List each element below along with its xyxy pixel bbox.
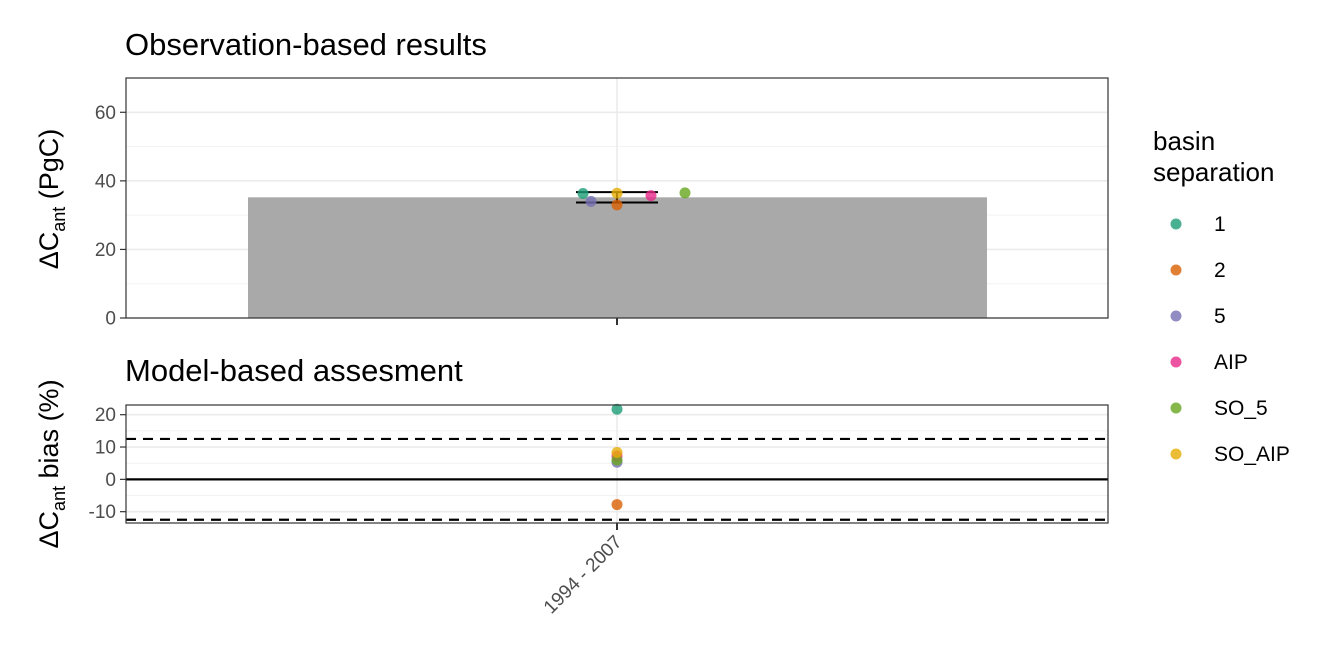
top-point-so-5 — [679, 187, 691, 199]
top-y-tick-label: 60 — [95, 103, 116, 124]
bottom-point-1 — [611, 403, 623, 415]
top-panel-title: Observation-based results — [125, 27, 487, 62]
bottom-y-tick-label: 20 — [95, 405, 116, 426]
top-y-tick-label: 40 — [95, 171, 116, 192]
legend-key-2 — [1170, 264, 1182, 276]
svg-text:ΔCant (PgC): ΔCant (PgC) — [34, 129, 69, 270]
model-panel: Model-based assesment -10 0 10 20 1994 - 20… — [34, 353, 1109, 618]
legend: basin separation 1 2 5 AIP SO_5 SO_AIP — [1153, 126, 1290, 466]
top-point-aip — [645, 190, 657, 202]
bottom-y-tick-label: -10 — [89, 502, 116, 523]
top-point-5 — [585, 195, 597, 207]
legend-key-so-5 — [1170, 402, 1182, 414]
bottom-ylabel-main: ΔC — [34, 511, 64, 549]
bottom-points — [611, 403, 623, 511]
top-bar — [248, 197, 987, 318]
bottom-x-axis: 1994 - 2007 — [540, 523, 627, 618]
top-point-1 — [577, 188, 589, 200]
x-tick-label: 1994 - 2007 — [540, 532, 627, 619]
observation-panel: Observation-based results 0 20 40 60 ΔCant … — [34, 27, 1109, 330]
top-y-tick-label: 20 — [95, 240, 116, 261]
bottom-ylabel-tail: bias (%) — [34, 379, 64, 486]
legend-label: 1 — [1214, 213, 1226, 236]
bottom-y-tick-label: 10 — [95, 438, 116, 459]
legend-title-line1: basin — [1153, 126, 1215, 156]
legend-label: SO_5 — [1214, 397, 1268, 420]
legend-items: 1 2 5 AIP SO_5 SO_AIP — [1170, 213, 1290, 466]
bottom-ylabel-sub: ant — [49, 486, 69, 511]
legend-key-1 — [1170, 218, 1182, 230]
bottom-y-tick-label: 0 — [105, 470, 116, 491]
top-y-axis: 0 20 40 60 — [95, 103, 618, 330]
top-ylabel-tail: (PgC) — [34, 129, 64, 207]
legend-label: 2 — [1214, 259, 1226, 282]
top-ylabel-main: ΔC — [34, 232, 64, 270]
top-y-label: ΔCant (PgC) — [34, 129, 69, 270]
top-points — [577, 187, 691, 211]
bottom-point-so-aip — [611, 447, 623, 459]
legend-label: SO_AIP — [1214, 443, 1290, 466]
top-point-2 — [611, 199, 623, 211]
bottom-y-label: ΔCant bias (%) — [34, 379, 69, 548]
bottom-panel-title: Model-based assesment — [125, 353, 463, 388]
bottom-reference-lines — [126, 437, 1108, 521]
legend-key-aip — [1170, 356, 1182, 368]
legend-label: 5 — [1214, 305, 1226, 328]
legend-key-so-aip — [1170, 448, 1182, 460]
bottom-y-axis: -10 0 10 20 — [89, 405, 126, 523]
bottom-point-2 — [611, 499, 623, 511]
legend-title-line2: separation — [1153, 157, 1274, 187]
legend-label: AIP — [1214, 351, 1248, 374]
top-ylabel-sub: ant — [49, 207, 69, 232]
legend-key-5 — [1170, 310, 1182, 322]
svg-text:ΔCant bias (%): ΔCant bias (%) — [34, 379, 69, 548]
top-point-so-aip — [611, 187, 623, 199]
top-y-tick-label: 0 — [105, 309, 116, 330]
